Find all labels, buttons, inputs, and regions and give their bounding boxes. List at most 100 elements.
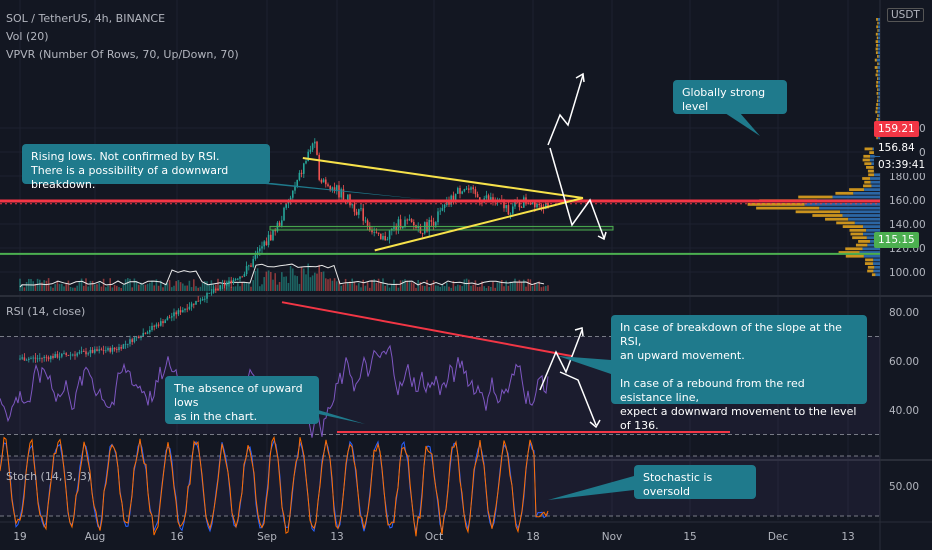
volume-bar-35 [96,284,98,291]
candle-body-24 [72,354,74,356]
candle-body-162 [375,231,378,233]
candle-body-47 [122,344,125,349]
volume-bar-58 [146,283,149,291]
candle-body-139 [325,179,327,185]
vpvr-down-44 [864,180,871,184]
volume-bar-171 [395,283,397,291]
candle-body-3 [25,359,28,361]
volume-bar-33 [91,280,94,291]
volume-bar-51 [131,287,133,291]
candle-body-176 [406,219,408,221]
candle-body-39 [105,350,107,352]
candle-body-166 [384,236,386,241]
volume-bar-78 [190,287,193,291]
vpvr-up-14 [878,69,880,73]
candle-body-174 [402,226,404,229]
vpvr-down-63 [838,251,860,254]
vpvr-down-14 [876,69,879,73]
volume-bar-227 [518,279,521,291]
volume-bar-170 [393,279,395,291]
candle-body-103 [245,266,248,275]
volume-bar-73 [179,282,182,291]
candle-body-58 [146,332,149,334]
volume-bar-76 [186,285,188,291]
vpvr-down-10 [877,55,879,58]
volume-bar-229 [523,279,525,291]
candle-body-36 [98,349,100,351]
volume-bar-179 [413,283,415,291]
candle-body-80 [195,300,197,305]
pointer-rsi-break [558,356,611,374]
candle-body-34 [94,349,96,353]
time-tick-3: Sep [257,531,277,543]
volume-bar-145 [338,280,340,291]
candle-body-70 [173,312,175,317]
vpvr-up-15 [877,73,880,77]
candle-body-64 [160,321,162,326]
vpvr-up-48 [832,195,880,199]
candle-body-197 [452,195,455,202]
volume-bar-156 [362,279,364,291]
vpvr-down-62 [845,247,863,251]
candle-body-19 [61,353,63,357]
vpvr-down-50 [747,203,805,206]
vpvr-down-26 [877,114,879,117]
volume-bar-142 [331,280,334,291]
candle-body-173 [399,219,402,229]
volume-bar-216 [494,287,496,291]
volume-bar-6 [32,281,34,291]
candle-body-14 [50,356,52,360]
vpvr-up-53 [842,214,880,217]
candle-body-163 [377,232,380,234]
volume-bar-87 [210,280,213,291]
volume-bar-198 [454,286,457,291]
volume-bar-164 [380,282,382,291]
vpvr-up-23 [878,103,880,106]
candle-body-102 [243,274,246,277]
volume-bar-151 [351,278,353,291]
vpvr-up-12 [878,62,880,66]
countdown-tag: 03:39:41 [874,157,930,173]
volume-bar-20 [63,286,65,291]
volume-bar-163 [377,278,380,291]
volume-bar-48 [124,279,127,291]
volume-bar-217 [496,282,499,291]
volume-bar-200 [459,285,461,291]
candle-body-121 [285,203,287,208]
vpvr-down-20 [876,92,879,95]
candle-body-27 [78,352,81,354]
pointer-stoch-oversold [548,476,634,500]
volume-bar-65 [162,287,164,291]
vpvr-up-27 [878,117,880,121]
vpvr-up-52 [840,210,880,214]
candle-body-8 [36,358,39,360]
candle-body-63 [157,324,160,326]
volume-bar-226 [516,281,518,291]
candle-body-59 [149,329,151,333]
volume-bar-122 [287,282,290,291]
volume-bar-155 [360,287,362,291]
candle-body-28 [80,351,83,353]
volume-bar-117 [276,284,279,291]
stoch-label: Stoch (14, 3, 3) [6,470,91,483]
candle-body-93 [223,284,226,286]
candle-body-240 [547,202,549,208]
candle-body-223 [509,213,512,215]
candle-body-146 [340,189,342,198]
candle-body-120 [283,207,285,221]
candle-body-21 [65,353,67,355]
volume-bar-147 [342,284,345,291]
vpvr-down-25 [875,110,878,114]
vpvr-up-46 [864,188,880,191]
candle-body-152 [353,204,356,212]
candle-body-22 [67,354,70,356]
currency-label[interactable]: USDT [887,8,924,22]
time-tick-7: Nov [602,531,623,543]
volume-bar-212 [485,287,488,291]
candle-body-204 [468,188,470,190]
volume-bar-23 [69,286,72,291]
vpvr-up-64 [863,254,880,258]
arrow-down-path [549,147,605,239]
candle-body-46 [120,347,122,349]
